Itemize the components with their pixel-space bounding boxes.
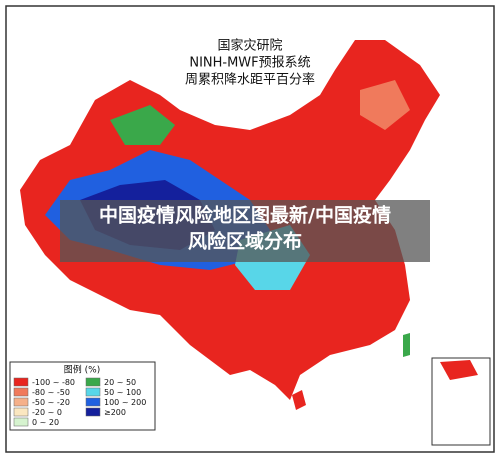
legend-label: -20 ~ 0 bbox=[32, 408, 62, 417]
caption-band bbox=[60, 200, 430, 262]
legend-swatch bbox=[85, 377, 101, 387]
legend-swatch bbox=[13, 417, 29, 427]
legend-swatch bbox=[85, 407, 101, 417]
inset-box bbox=[431, 357, 491, 446]
header-line: 周累积降水距平百分率 bbox=[185, 72, 315, 88]
legend-swatch bbox=[13, 377, 29, 387]
legend-swatch bbox=[85, 387, 101, 397]
caption-line: 中国疫情风险地区图最新/中国疫情 bbox=[99, 204, 391, 227]
header-line: 国家灾研院 bbox=[217, 38, 282, 54]
legend-label: 0 ~ 20 bbox=[32, 418, 59, 427]
legend-swatch bbox=[13, 407, 29, 417]
legend: 图例 (%) -100 ~ -80-80 ~ -50-50 ~ -20-20 ~ … bbox=[13, 364, 146, 427]
legend-swatch bbox=[13, 397, 29, 407]
legend-label: -50 ~ -20 bbox=[32, 398, 70, 407]
legend-label: 50 ~ 100 bbox=[104, 388, 141, 397]
taiwan bbox=[403, 333, 410, 357]
legend-swatch bbox=[13, 387, 29, 397]
legend-label: -80 ~ -50 bbox=[32, 388, 70, 397]
frame bbox=[5, 5, 495, 453]
dry-zone bbox=[360, 80, 410, 130]
legend-label: ≥200 bbox=[104, 408, 126, 417]
inset-land bbox=[440, 360, 478, 380]
legend-label: 20 ~ 50 bbox=[104, 378, 136, 387]
legend-label: -100 ~ -80 bbox=[32, 378, 75, 387]
green-zone bbox=[110, 105, 175, 145]
header-line: NINH-MWF预报系统 bbox=[189, 56, 310, 71]
legend-swatch bbox=[85, 397, 101, 407]
legend-box bbox=[9, 361, 156, 431]
island bbox=[292, 390, 306, 410]
legend-title: 图例 (%) bbox=[64, 364, 100, 376]
legend-label: 100 ~ 200 bbox=[104, 398, 146, 407]
caption-line: 风险区域分布 bbox=[188, 230, 302, 253]
